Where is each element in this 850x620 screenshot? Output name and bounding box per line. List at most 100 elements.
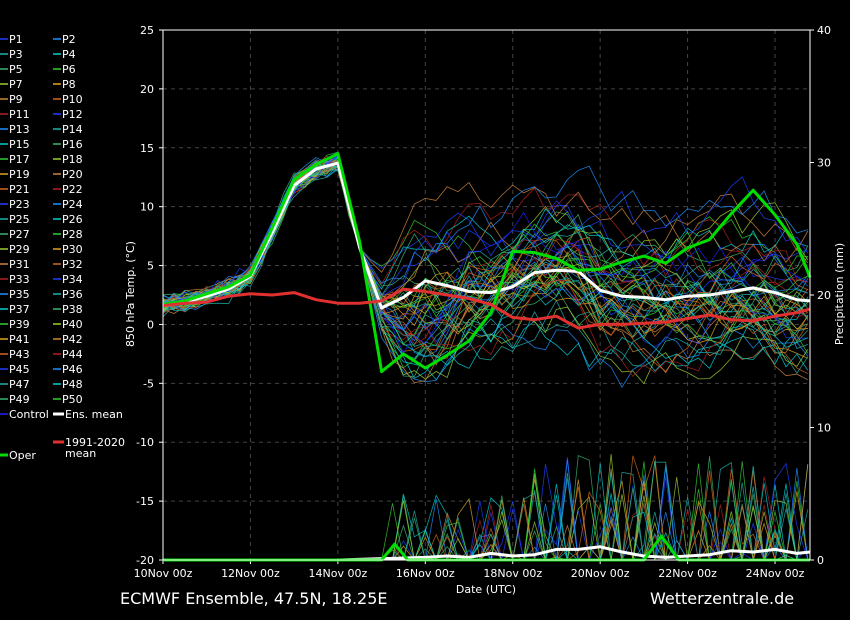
legend-label: P23: [9, 198, 30, 211]
legend-label: P15: [9, 138, 30, 151]
y-axis-ticks: -20 -15 -10 -5 0 5 10 15 20 25: [136, 24, 163, 567]
y2-tick-label: 30: [817, 157, 831, 170]
legend-label: P17: [9, 153, 30, 166]
y2-axis-label: Precipitation (mm): [833, 243, 846, 345]
legend-label: P14: [62, 123, 83, 136]
legend-label: P31: [9, 258, 30, 271]
ensemble-members: [162, 151, 809, 388]
legend-label: P44: [62, 348, 83, 361]
footer-site: Wetterzentrale.de: [650, 589, 794, 608]
y2-tick-label: 0: [817, 554, 824, 567]
x-tick-label: 22Nov 00z: [658, 567, 717, 580]
chart-title: Pusztavám (HU) 850 hPa Temp. & Precipita…: [139, 3, 731, 22]
legend-label: P22: [62, 183, 83, 196]
legend-label: P33: [9, 273, 30, 286]
legend-label: Ens. mean: [65, 408, 123, 421]
ensemble-member-line: [162, 155, 809, 302]
legend-label: P40: [62, 318, 83, 331]
legend-label: P35: [9, 288, 30, 301]
ensemble-member-line: [162, 163, 808, 359]
legend-label: mean: [65, 447, 96, 460]
legend-label: P30: [62, 243, 83, 256]
legend-label: P26: [62, 213, 83, 226]
y2-tick-label: 20: [817, 289, 831, 302]
y2-axis-ticks: 0 10 20 30 40: [810, 24, 831, 567]
x-tick-label: 24Nov 00z: [746, 567, 805, 580]
oper-line: [162, 152, 812, 374]
x-axis-label: Date (UTC): [456, 583, 516, 596]
legend: P1 P2 P3 P4 P5 P6 P7 P8 P9 P10 P11 P12 P13 P14 P15 P16 P…: [0, 33, 125, 462]
legend-label: P4: [62, 48, 76, 61]
x-tick-label: 16Nov 00z: [396, 567, 455, 580]
legend-label: P50: [62, 393, 83, 406]
legend-label: P32: [62, 258, 83, 271]
y-tick-label: -10: [136, 436, 154, 449]
y-tick-label: 15: [140, 142, 154, 155]
legend-label: P1: [9, 33, 23, 46]
y-tick-label: -5: [143, 377, 154, 390]
ensemble-member-line: [162, 162, 809, 385]
y-tick-label: -15: [136, 495, 154, 508]
ensemble-member-line: [162, 165, 808, 381]
legend-label: P36: [62, 288, 83, 301]
y2-tick-label: 10: [817, 422, 831, 435]
legend-label: P3: [9, 48, 23, 61]
legend-label: P42: [62, 333, 83, 346]
legend-label: P12: [62, 108, 83, 121]
ensemble-member-line: [162, 165, 809, 333]
legend-label: P11: [9, 108, 30, 121]
x-tick-label: 14Nov 00z: [308, 567, 367, 580]
y2-tick-label: 40: [817, 24, 831, 37]
ens-mean-line: [162, 161, 811, 310]
legend-label: P7: [9, 78, 23, 91]
legend-label: P10: [62, 93, 83, 106]
clim-mean-line: [162, 287, 811, 330]
legend-label: P49: [9, 393, 30, 406]
legend-label: P20: [62, 168, 83, 181]
y-tick-label: 0: [147, 318, 154, 331]
legend-label: P13: [9, 123, 30, 136]
ensemble-member-line: [162, 161, 808, 309]
legend-label: P8: [62, 78, 76, 91]
y-tick-label: 10: [140, 201, 154, 214]
legend-label: P41: [9, 333, 30, 346]
legend-label: P5: [9, 63, 23, 76]
legend-label: P37: [9, 303, 30, 316]
ensemble-member-line: [162, 155, 808, 301]
legend-label: P18: [62, 153, 83, 166]
y-tick-label: 5: [147, 260, 154, 273]
ensemble-member-line: [162, 154, 808, 305]
x-tick-label: 20Nov 00z: [571, 567, 630, 580]
legend-label: P25: [9, 213, 30, 226]
footer-source: ECMWF Ensemble, 47.5N, 18.25E: [120, 589, 388, 608]
legend-label: P21: [9, 183, 30, 196]
legend-label: P24: [62, 198, 83, 211]
legend-label: Oper: [9, 449, 36, 462]
legend-label: P6: [62, 63, 76, 76]
legend-label: P38: [62, 303, 83, 316]
legend-label: P34: [62, 273, 83, 286]
x-axis-ticks: 10Nov 00z 12Nov 00z 14Nov 00z 16Nov 00z 18No…: [134, 560, 805, 580]
legend-label: P27: [9, 228, 30, 241]
legend-label: P29: [9, 243, 30, 256]
legend-label: P19: [9, 168, 30, 181]
legend-label: P2: [62, 33, 76, 46]
legend-label: P9: [9, 93, 23, 106]
legend-label: P47: [9, 378, 30, 391]
legend-label: P39: [9, 318, 30, 331]
legend-label: P45: [9, 363, 30, 376]
oper-precip-line: [163, 534, 810, 562]
ensemble-member-line: [162, 156, 808, 369]
x-tick-label: 10Nov 00z: [134, 567, 193, 580]
y-axis-label: 850 hPa Temp. (°C): [124, 241, 137, 347]
legend-label: 1991-2020: [65, 436, 125, 449]
legend-label: P48: [62, 378, 83, 391]
ensemble-member-line: [162, 160, 809, 306]
y-tick-label: -20: [136, 554, 154, 567]
legend-label: P16: [62, 138, 83, 151]
legend-label: P46: [62, 363, 83, 376]
legend-label: P43: [9, 348, 30, 361]
ensemble-member-line: [162, 162, 809, 321]
precipitation-members: [163, 454, 809, 562]
